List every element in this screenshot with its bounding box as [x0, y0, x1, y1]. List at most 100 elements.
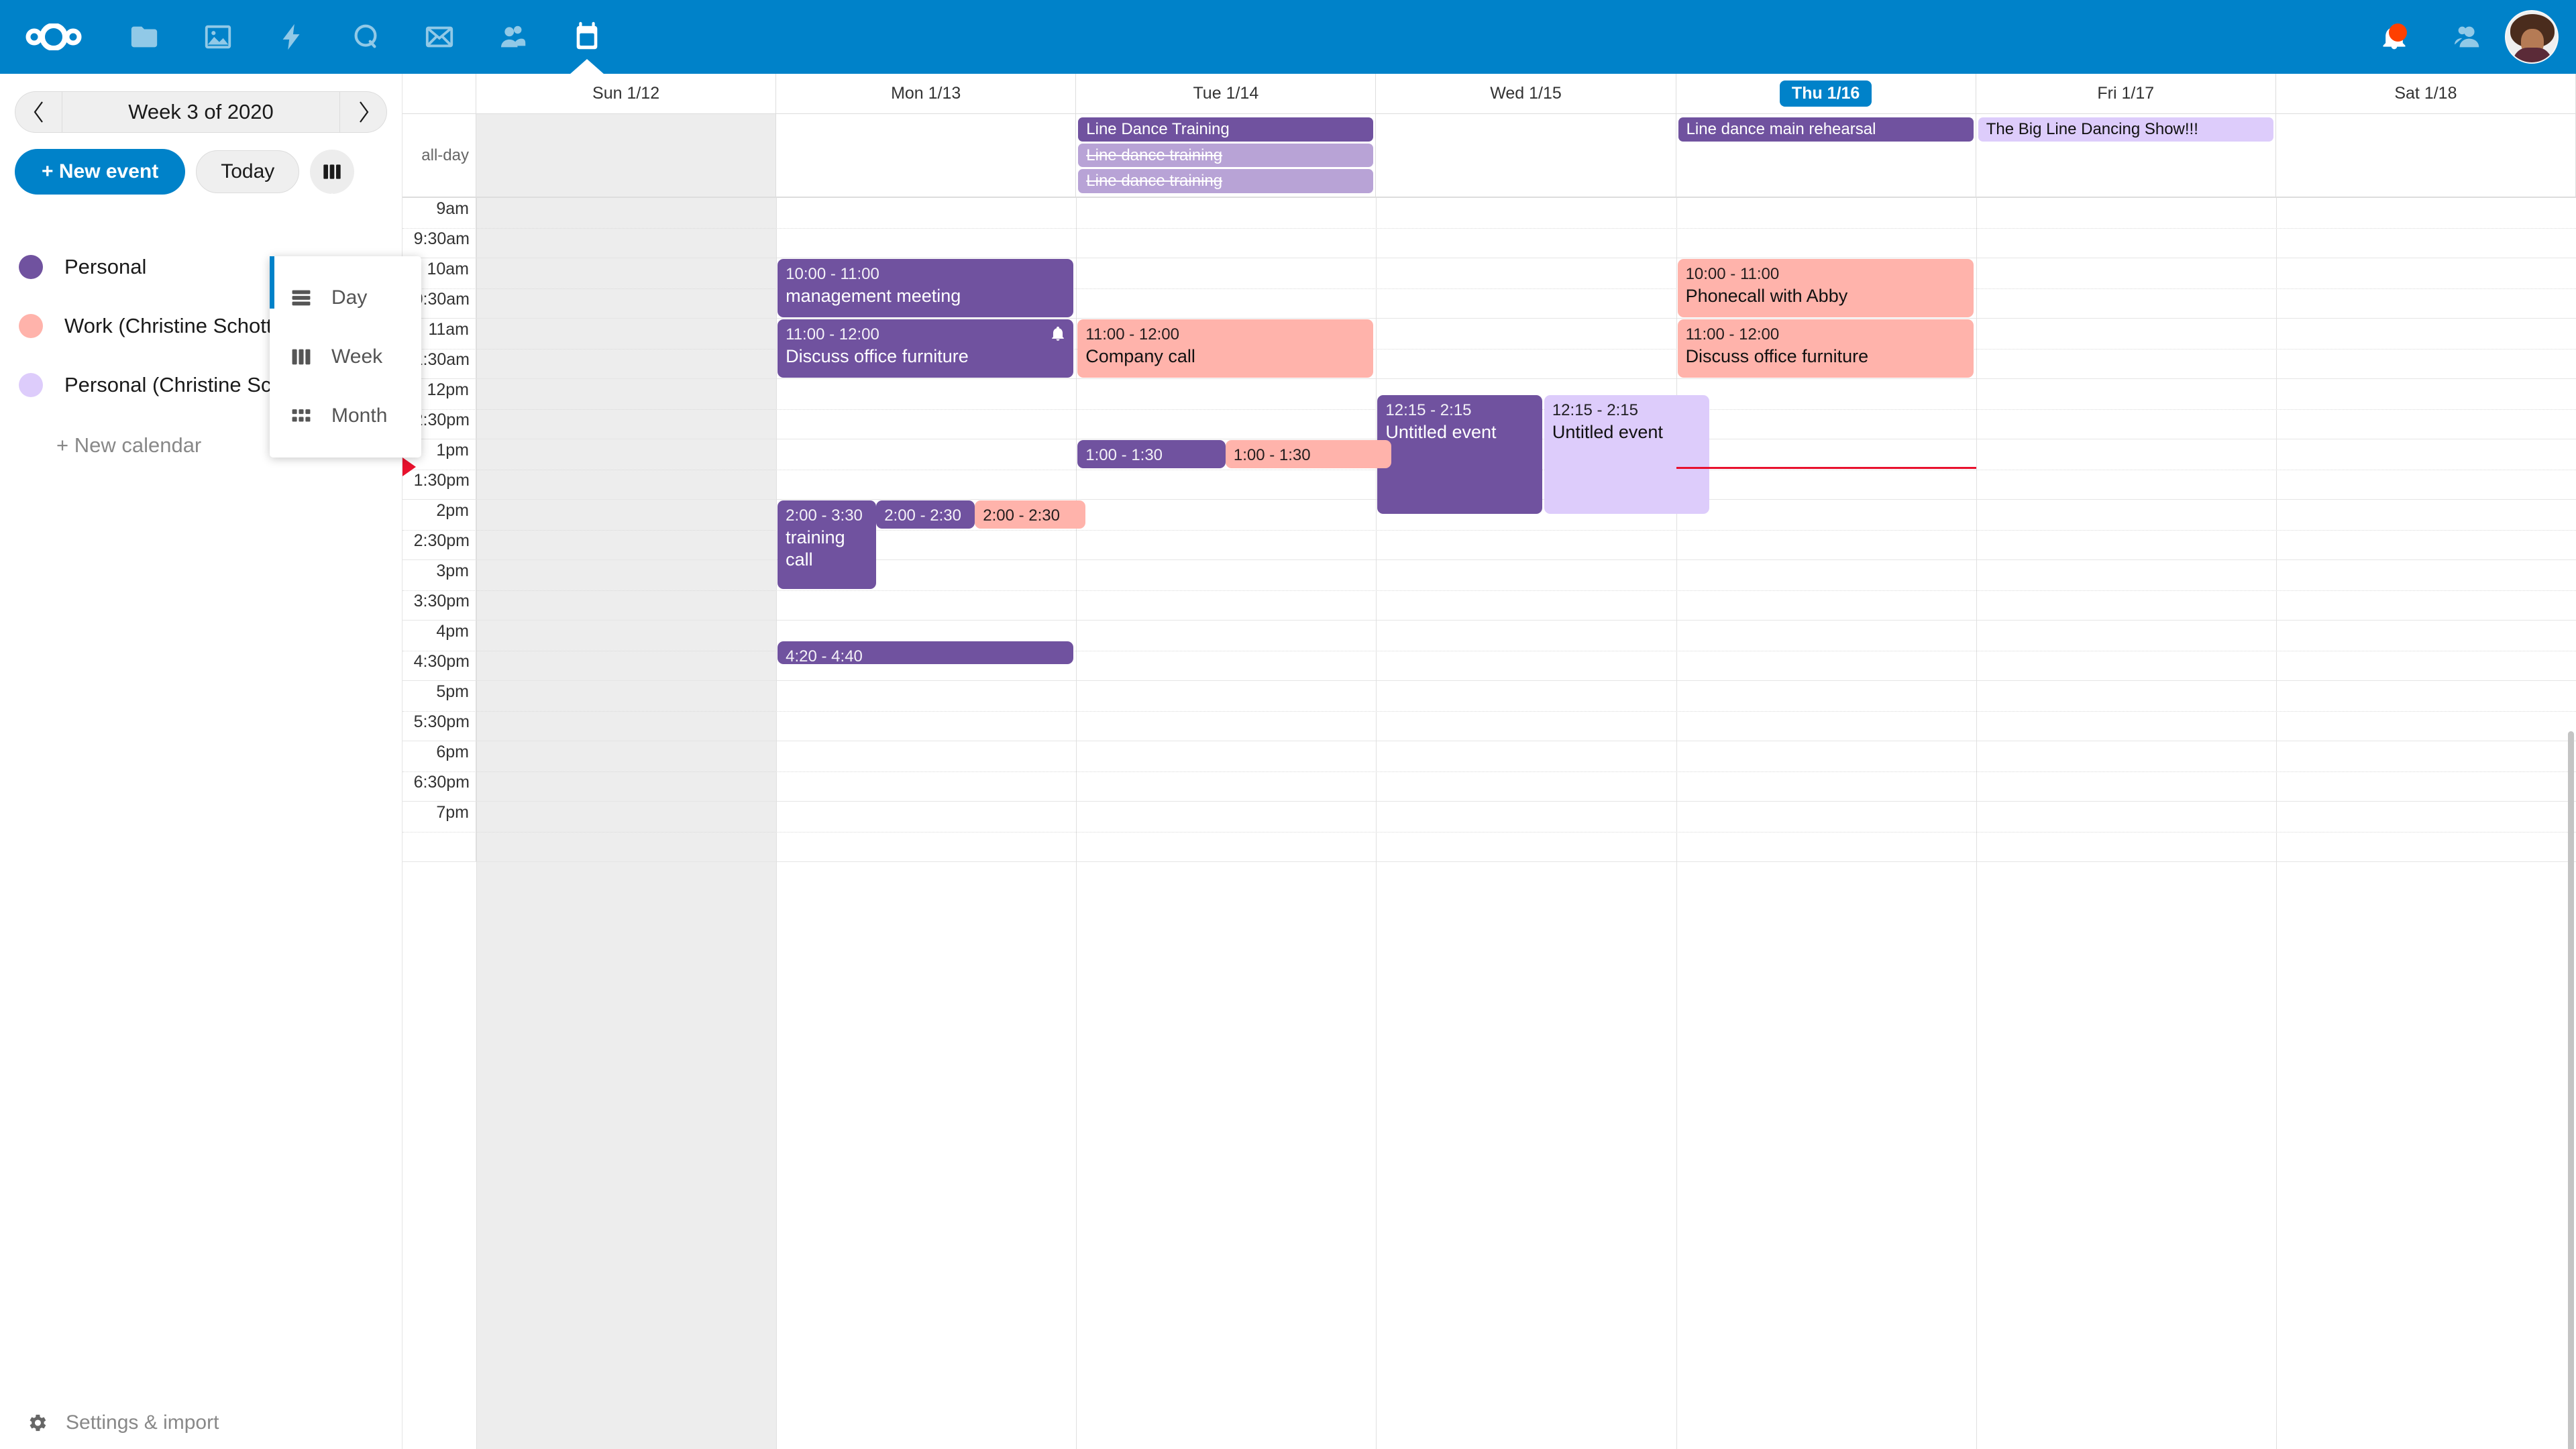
calendar-view: Sun 1/12 Mon 1/13 Tue 1/14 Wed 1/15 Thu 1/16…: [402, 74, 2576, 1449]
calendar-event[interactable]: 12:15 - 2:15 Untitled event: [1377, 394, 1543, 514]
calendar-event[interactable]: 11:00 - 12:00 Discuss office furniture: [1677, 319, 1974, 378]
allday-label: all-day: [402, 114, 476, 197]
calendar-event[interactable]: 11:00 - 12:00 Company call: [1077, 319, 1374, 378]
nextcloud-logo[interactable]: [0, 23, 107, 50]
calendar-event[interactable]: 10:00 - 11:00 management meeting: [777, 259, 1074, 317]
view-toggle-button[interactable]: [310, 150, 355, 203]
event-title: Discuss office furniture: [786, 346, 969, 367]
column-separator: [476, 198, 477, 1449]
event-time: 11:00 - 12:00: [1685, 325, 1780, 343]
settings-and-import[interactable]: Settings & import: [0, 1411, 219, 1434]
half-hour-label: 1:30pm: [413, 471, 470, 490]
nav-talk[interactable]: [329, 0, 402, 74]
nav-calendar[interactable]: [550, 0, 624, 74]
calendar-list-item[interactable]: Work (Christine Schott): [0, 297, 402, 356]
calendar-name: Personal: [64, 255, 147, 278]
calendar-event[interactable]: 2:00 - 3:30 training call: [777, 500, 877, 589]
hour-row: 10am: [402, 258, 2576, 319]
calendar-name: Work (Christine Schott): [64, 314, 279, 337]
today-pill: Thu 1/16: [1779, 80, 1872, 107]
event-time: 2:00 - 3:30: [786, 506, 863, 525]
nav-mail[interactable]: [402, 0, 476, 74]
allday-column[interactable]: The Big Line Dancing Show!!!: [1976, 114, 2276, 197]
new-event-button[interactable]: + New event: [15, 149, 186, 195]
event-title: Discuss project announcement: [1085, 466, 1218, 468]
view-menu-label-day: Day: [331, 286, 368, 309]
notification-badge: [2389, 23, 2407, 42]
half-hour-gridline: [402, 711, 2576, 712]
column-separator: [1976, 198, 1977, 1449]
event-title: check-in: [884, 527, 967, 529]
half-hour-label: 2:30pm: [413, 531, 470, 550]
column-separator: [1676, 198, 1677, 1449]
view-menu-item-month[interactable]: Month: [270, 386, 421, 445]
next-week-button[interactable]: [340, 91, 387, 133]
allday-event[interactable]: Line dance training: [1078, 169, 1374, 194]
day-header[interactable]: Tue 1/14: [1076, 74, 1377, 113]
nav-photos[interactable]: [181, 0, 255, 74]
allday-column[interactable]: Line Dance Training Line dance training Li…: [1076, 114, 1377, 197]
nav-activity[interactable]: [255, 0, 329, 74]
allday-event[interactable]: Line Dance Training: [1078, 117, 1374, 142]
vertical-scrollbar[interactable]: [2568, 731, 2574, 1449]
allday-column[interactable]: [776, 114, 1077, 197]
calendar-event[interactable]: 4:20 - 4:40purchasing dept conversation: [777, 641, 1074, 664]
day-header[interactable]: Thu 1/16: [1676, 74, 1976, 113]
contacts-menu-button[interactable]: [2431, 0, 2505, 74]
allday-column[interactable]: [476, 114, 777, 197]
event-title: check-in: [983, 527, 1077, 529]
allday-column[interactable]: Line dance main rehearsal: [1676, 114, 1976, 197]
hour-row: 9am: [402, 198, 2576, 258]
view-menu: Day Week Month: [270, 256, 421, 458]
hour-row: 7pm: [402, 802, 2576, 862]
half-hour-gridline: [402, 771, 2576, 772]
time-grid-scroll[interactable]: 9am 9:30am 10am 10:30am 11am 11:30am 12pm 12:30…: [402, 198, 2576, 1449]
day-header[interactable]: Wed 1/15: [1376, 74, 1676, 113]
calendar-event[interactable]: 10:00 - 11:00 Phonecall with Abby: [1677, 259, 1974, 317]
prev-week-button[interactable]: [15, 91, 62, 133]
event-title: training call: [786, 527, 845, 570]
calendar-event[interactable]: 1:00 - 1:30 Discuss project announcement: [1077, 440, 1226, 468]
day-header-label: Wed 1/15: [1490, 84, 1562, 103]
calendar-event[interactable]: 2:00 - 2:30 check-in: [876, 500, 975, 529]
day-header[interactable]: Sat 1/18: [2276, 74, 2576, 113]
event-title: Discuss project announcement: [1234, 466, 1383, 468]
allday-column[interactable]: [2276, 114, 2576, 197]
allday-event[interactable]: The Big Line Dancing Show!!!: [1978, 117, 2273, 142]
week-view-icon: [292, 349, 311, 365]
today-button[interactable]: Today: [196, 150, 300, 193]
hour-gridline: [402, 680, 2576, 681]
event-title: management meeting: [786, 286, 961, 307]
nav-contacts[interactable]: [476, 0, 550, 74]
hour-row: 5pm: [402, 681, 2576, 741]
event-title: Untitled event: [1552, 421, 1663, 442]
day-header[interactable]: Sun 1/12: [476, 74, 777, 113]
calendar-color-dot[interactable]: [19, 255, 43, 279]
calendar-event[interactable]: 11:00 - 12:00 Discuss office furniture: [777, 319, 1074, 378]
view-menu-item-week[interactable]: Week: [270, 327, 421, 386]
hour-row: 4pm: [402, 621, 2576, 681]
allday-event[interactable]: Line dance training: [1078, 143, 1374, 168]
calendar-event[interactable]: 12:15 - 2:15 Untitled event: [1544, 394, 1709, 514]
day-header-label: Sat 1/18: [2394, 84, 2457, 103]
calendar-color-dot[interactable]: [19, 373, 43, 397]
half-hour-label: 3:30pm: [413, 592, 470, 610]
event-time: 4:20 - 4:40: [786, 647, 863, 664]
nav-files[interactable]: [107, 0, 181, 74]
day-header[interactable]: Fri 1/17: [1976, 74, 2276, 113]
day-header[interactable]: Mon 1/13: [776, 74, 1077, 113]
view-menu-item-day[interactable]: Day: [270, 268, 421, 327]
calendar-event[interactable]: 2:00 - 2:30 check-in: [975, 500, 1085, 529]
avatar[interactable]: [2505, 10, 2559, 64]
notifications-button[interactable]: [2357, 0, 2431, 74]
hour-row: 11am: [402, 319, 2576, 379]
allday-column[interactable]: [1376, 114, 1676, 197]
day-view-icon: [292, 290, 311, 306]
datepicker-title[interactable]: Week 3 of 2020: [62, 91, 340, 133]
view-menu-label-week: Week: [331, 345, 383, 368]
calendar-event[interactable]: 1:00 - 1:30 Discuss project announcement: [1225, 440, 1391, 468]
allday-event[interactable]: Line dance main rehearsal: [1678, 117, 1974, 142]
event-time: 2:00 - 2:30: [983, 506, 1060, 525]
calendar-list-item[interactable]: Personal: [0, 237, 402, 297]
calendar-color-dot[interactable]: [19, 314, 43, 338]
